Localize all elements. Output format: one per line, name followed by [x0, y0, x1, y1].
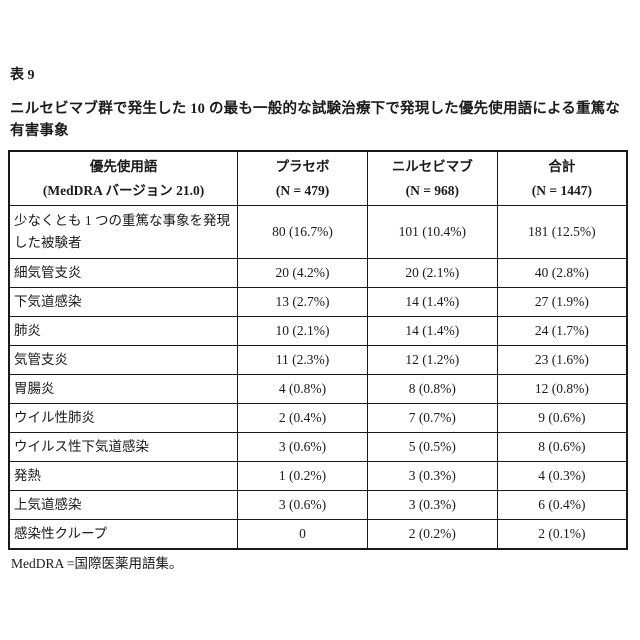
row-label: 発熱 — [8, 461, 239, 491]
cell-placebo: 1 (0.2%) — [237, 461, 368, 491]
cell-total: 24 (1.7%) — [496, 316, 628, 346]
col-header-preferred-term-line2: (MedDRA バージョン 21.0) — [42, 182, 205, 198]
cell-placebo: 11 (2.3%) — [237, 345, 368, 375]
row-label: 細気管支炎 — [8, 258, 239, 288]
col-header-total-line1: 合計 — [548, 158, 576, 174]
row-label: 下気道感染 — [8, 287, 239, 317]
cell-placebo: 20 (4.2%) — [237, 258, 368, 288]
table-row: 少なくとも 1 つの重篤な事象を発現した被験者 80 (16.7%) 101 (… — [8, 205, 628, 259]
table-row: 気管支炎 11 (2.3%) 12 (1.2%) 23 (1.6%) — [8, 345, 628, 375]
col-header-preferred-term-line1: 優先使用語 — [89, 158, 158, 174]
cell-nirsevimab: 5 (0.5%) — [366, 432, 498, 462]
row-label: 感染性クループ — [8, 519, 239, 550]
cell-placebo: 13 (2.7%) — [237, 287, 368, 317]
cell-nirsevimab: 14 (1.4%) — [366, 316, 498, 346]
cell-total: 12 (0.8%) — [496, 374, 628, 404]
cell-nirsevimab: 7 (0.7%) — [366, 403, 498, 433]
row-label: ウイルス性下気道感染 — [8, 432, 239, 462]
cell-placebo: 2 (0.4%) — [237, 403, 368, 433]
cell-placebo: 0 — [237, 519, 368, 550]
cell-total: 8 (0.6%) — [496, 432, 628, 462]
cell-nirsevimab: 2 (0.2%) — [366, 519, 498, 550]
cell-nirsevimab: 101 (10.4%) — [366, 205, 498, 259]
cell-nirsevimab: 3 (0.3%) — [366, 490, 498, 520]
row-label: 肺炎 — [8, 316, 239, 346]
table-row: ウイル性肺炎 2 (0.4%) 7 (0.7%) 9 (0.6%) — [8, 403, 628, 433]
table-footnote: MedDRA =国際医薬用語集。 — [11, 556, 183, 571]
cell-total: 2 (0.1%) — [496, 519, 628, 550]
cell-nirsevimab: 8 (0.8%) — [366, 374, 498, 404]
row-label: ウイル性肺炎 — [8, 403, 239, 433]
table-row: 発熱 1 (0.2%) 3 (0.3%) 4 (0.3%) — [8, 461, 628, 491]
table-row: 肺炎 10 (2.1%) 14 (1.4%) 24 (1.7%) — [8, 316, 628, 346]
cell-total: 9 (0.6%) — [496, 403, 628, 433]
cell-placebo: 80 (16.7%) — [237, 205, 368, 259]
row-label: 上気道感染 — [8, 490, 239, 520]
row-label: 気管支炎 — [8, 345, 239, 375]
table-row: ウイルス性下気道感染 3 (0.6%) 5 (0.5%) 8 (0.6%) — [8, 432, 628, 462]
col-header-placebo-line2: (N = 479) — [275, 182, 330, 198]
serious-adverse-events-table: 優先使用語 (MedDRA バージョン 21.0) プラセボ (N = 479)… — [8, 150, 628, 550]
table-row: 下気道感染 13 (2.7%) 14 (1.4%) 27 (1.9%) — [8, 287, 628, 317]
col-header-total-line2: (N = 1447) — [531, 182, 592, 198]
cell-total: 6 (0.4%) — [496, 490, 628, 520]
row-label: 少なくとも 1 つの重篤な事象を発現した被験者 — [8, 205, 239, 259]
cell-placebo: 4 (0.8%) — [237, 374, 368, 404]
col-header-nirsevimab: ニルセビマブ (N = 968) — [366, 150, 498, 206]
cell-total: 40 (2.8%) — [496, 258, 628, 288]
table-row: 胃腸炎 4 (0.8%) 8 (0.8%) 12 (0.8%) — [8, 374, 628, 404]
table-row: 細気管支炎 20 (4.2%) 20 (2.1%) 40 (2.8%) — [8, 258, 628, 288]
cell-placebo: 10 (2.1%) — [237, 316, 368, 346]
table-title-line2: 有害事象 — [10, 123, 69, 139]
cell-total: 4 (0.3%) — [496, 461, 628, 491]
col-header-nirsevimab-line2: (N = 968) — [405, 182, 460, 198]
col-header-total: 合計 (N = 1447) — [496, 150, 628, 206]
header-row: 優先使用語 (MedDRA バージョン 21.0) プラセボ (N = 479)… — [8, 150, 628, 206]
cell-total: 23 (1.6%) — [496, 345, 628, 375]
cell-total: 27 (1.9%) — [496, 287, 628, 317]
cell-nirsevimab: 14 (1.4%) — [366, 287, 498, 317]
table-row: 感染性クループ 0 2 (0.2%) 2 (0.1%) — [8, 519, 628, 550]
col-header-nirsevimab-line1: ニルセビマブ — [391, 158, 473, 174]
cell-nirsevimab: 3 (0.3%) — [366, 461, 498, 491]
cell-nirsevimab: 12 (1.2%) — [366, 345, 498, 375]
col-header-placebo-line1: プラセボ — [275, 158, 330, 174]
row-label: 胃腸炎 — [8, 374, 239, 404]
cell-placebo: 3 (0.6%) — [237, 432, 368, 462]
col-header-placebo: プラセボ (N = 479) — [237, 150, 368, 206]
cell-placebo: 3 (0.6%) — [237, 490, 368, 520]
cell-nirsevimab: 20 (2.1%) — [366, 258, 498, 288]
table-title: ニルセビマブ群で発生した 10 の最も一般的な試験治療下で発現した優先使用語によ… — [10, 98, 626, 142]
table-row: 上気道感染 3 (0.6%) 3 (0.3%) 6 (0.4%) — [8, 490, 628, 520]
cell-total: 181 (12.5%) — [496, 205, 628, 259]
col-header-preferred-term: 優先使用語 (MedDRA バージョン 21.0) — [8, 150, 239, 206]
table-title-line1: ニルセビマブ群で発生した 10 の最も一般的な試験治療下で発現した優先使用語によ… — [10, 101, 621, 117]
table-number-label: 表 9 — [10, 68, 35, 83]
